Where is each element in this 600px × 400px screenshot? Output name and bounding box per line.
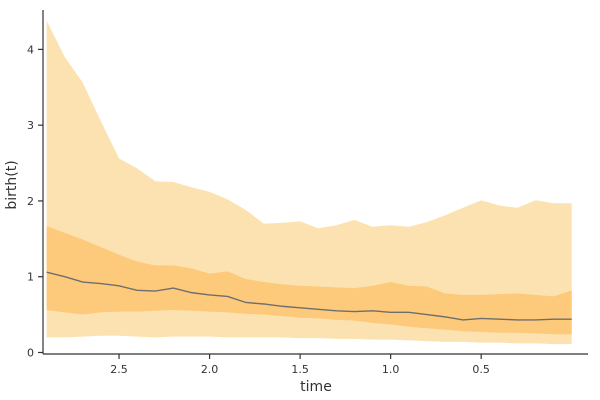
x-tick-label: 1.5 [291, 363, 309, 376]
y-axis-label: birth(t) [4, 160, 20, 209]
y-tick-label: 3 [27, 119, 34, 132]
y-tick-label: 4 [27, 43, 34, 56]
median-line [46, 271, 572, 321]
x-tick-label: 2.5 [110, 363, 128, 376]
x-tick-label: 1.0 [382, 363, 400, 376]
y-tick-label: 0 [27, 346, 34, 359]
outer-credible-band [46, 20, 572, 345]
x-tick-label: 0.5 [472, 363, 490, 376]
y-tick-label: 1 [27, 271, 34, 284]
y-axis: 0 1 2 3 4 [27, 10, 44, 359]
x-axis: 2.5 2.0 1.5 1.0 0.5 [43, 353, 588, 376]
y-tick-label: 2 [27, 195, 34, 208]
inner-credible-band [46, 225, 572, 335]
x-tick-label: 2.0 [201, 363, 219, 376]
x-axis-label: time [300, 379, 332, 395]
